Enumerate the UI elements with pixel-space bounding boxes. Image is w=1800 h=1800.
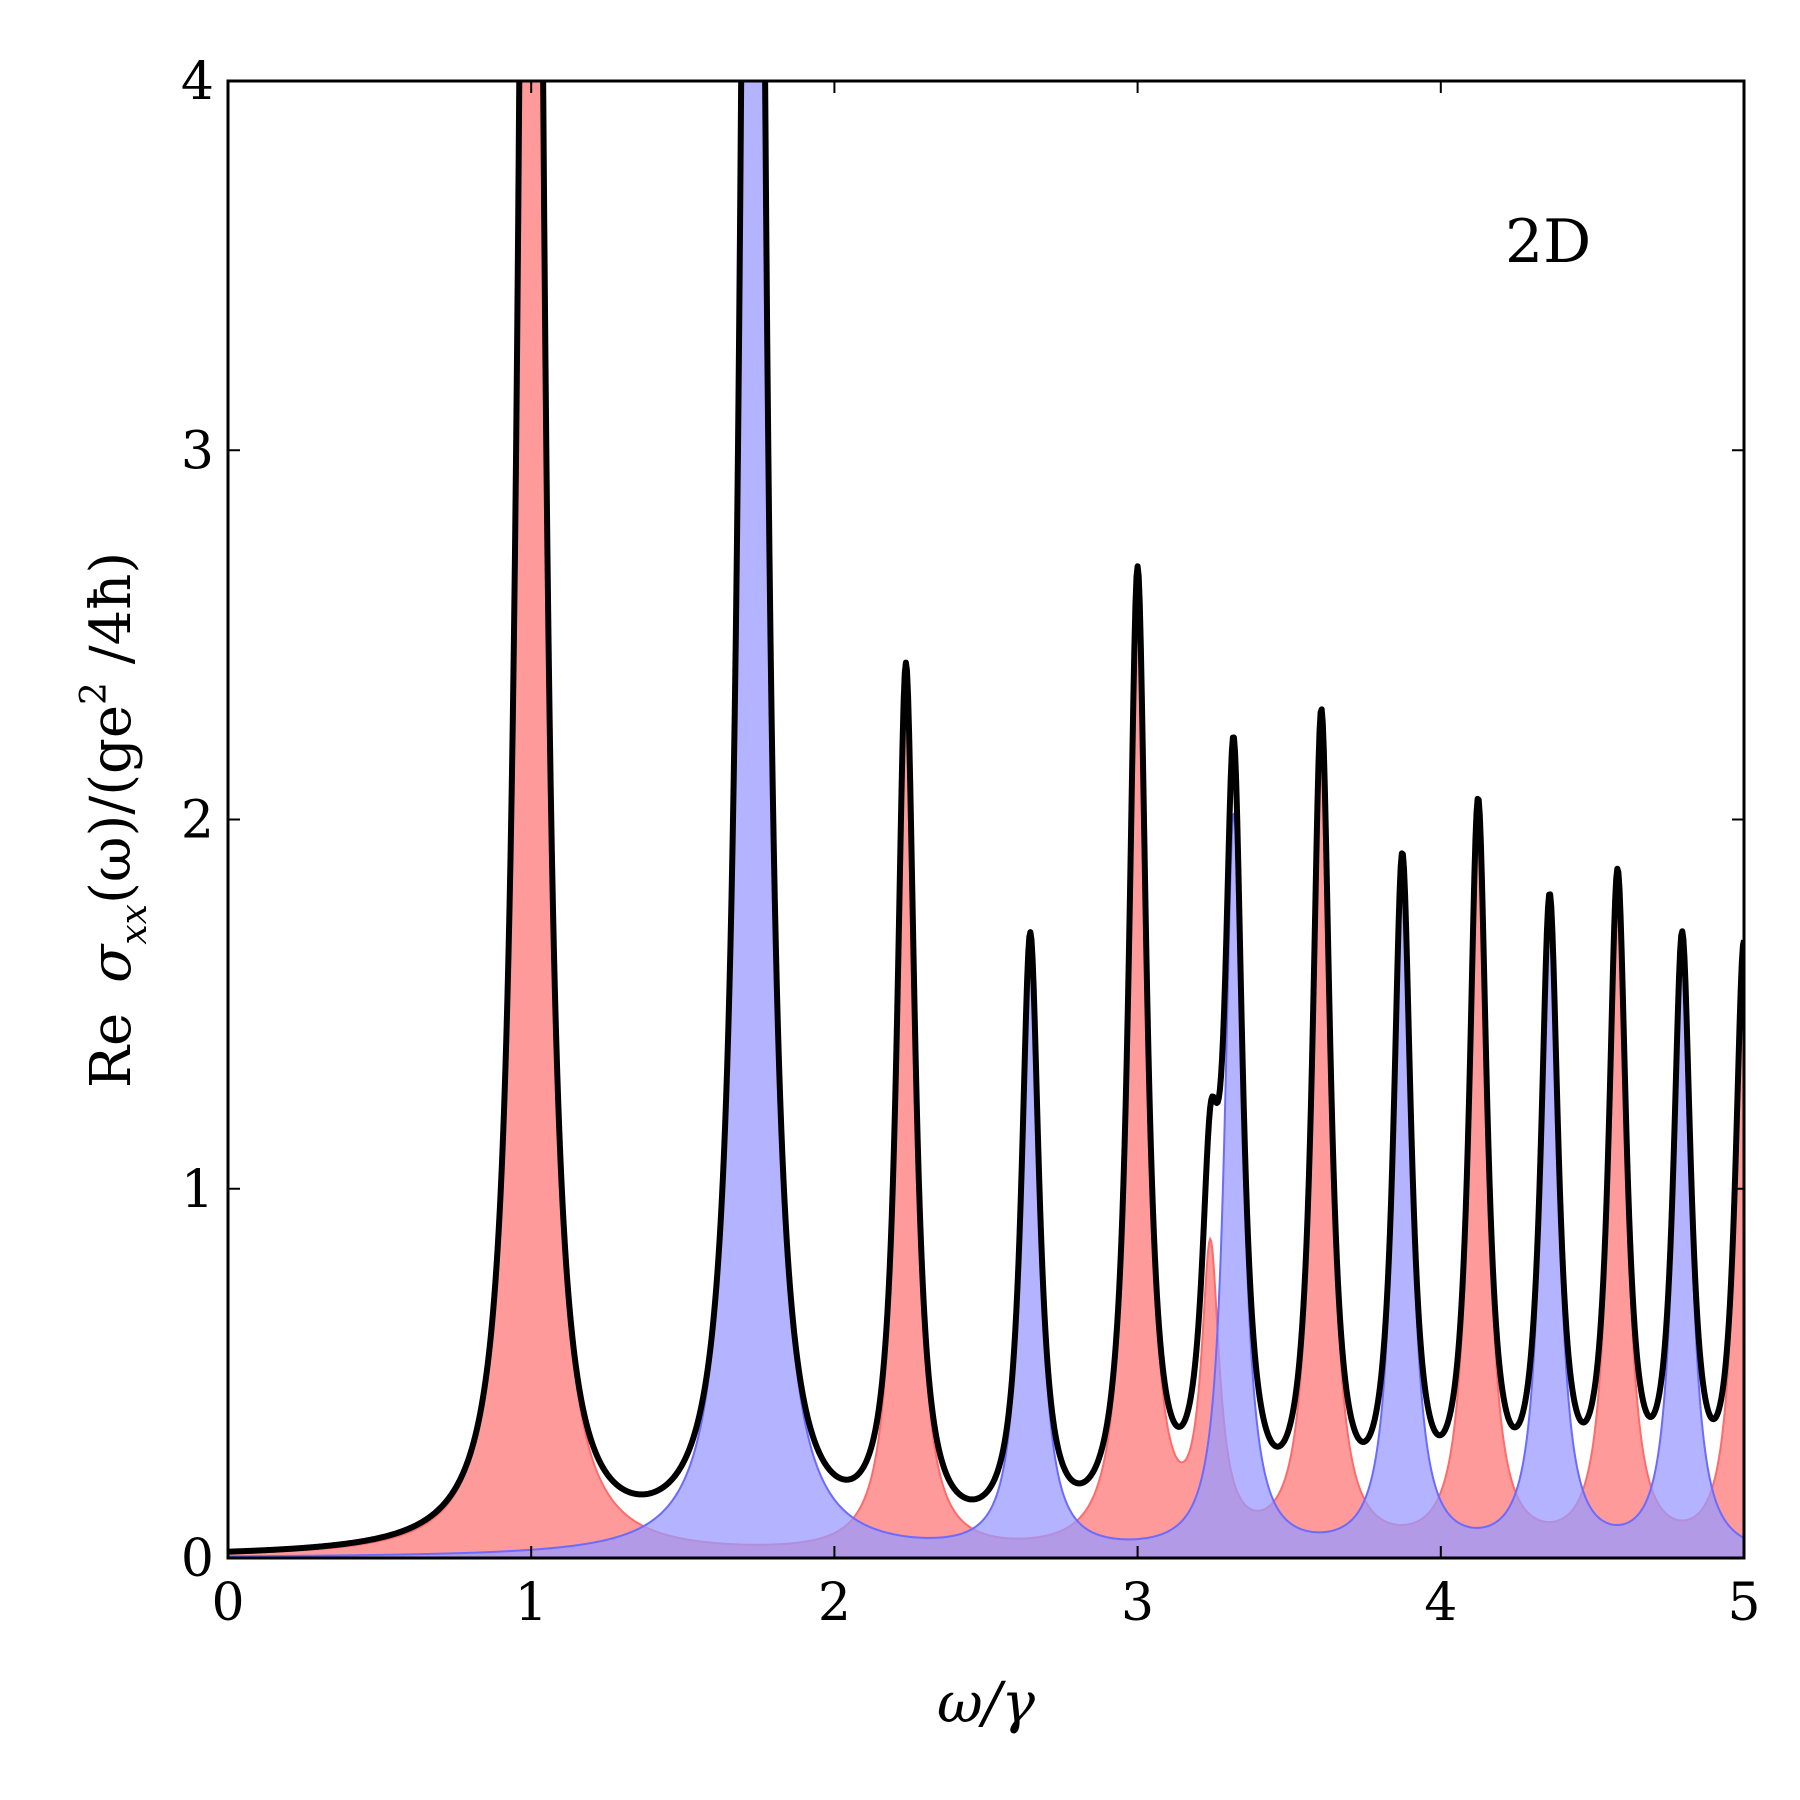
blue-series-group xyxy=(228,81,1744,1558)
y-tick-label: 3 xyxy=(181,421,214,481)
x-tick-label: 2 xyxy=(818,1573,851,1633)
axis-ticks: 0 1 2 3 4 5 0 1 2 3 4 xyxy=(181,52,1761,1633)
x-axis-title: ω/γ xyxy=(937,1671,1036,1736)
y-title-sigma: σ xyxy=(79,943,144,983)
y-title-sub: xx xyxy=(114,904,155,945)
y-tick-label: 0 xyxy=(181,1529,214,1589)
y-title-tail: /4ħ) xyxy=(79,552,144,682)
annotation-2d: 2D xyxy=(1505,207,1591,277)
y-tick-label: 1 xyxy=(181,1160,214,1220)
x-tick-label: 4 xyxy=(1424,1573,1457,1633)
x-tick-label: 1 xyxy=(515,1573,548,1633)
svg-text:Reσxx(ω)/(ge2 /4ħ): Re σxx(ω)/(ge2 /4ħ) xyxy=(74,552,155,1088)
y-title-sup: 2 xyxy=(74,682,115,705)
y-tick-label: 4 xyxy=(181,52,214,112)
y-axis-title: Re σxx(ω)/(ge2 /4ħ) xyxy=(74,552,155,1088)
x-tick-label: 3 xyxy=(1121,1573,1154,1633)
y-tick-label: 2 xyxy=(181,791,214,851)
y-title-re: Re xyxy=(79,1013,144,1088)
y-title-rest: (ω)/(ge xyxy=(79,705,144,904)
total-curve xyxy=(228,81,1744,1555)
blue-series-area xyxy=(228,81,1744,1558)
x-tick-label: 5 xyxy=(1727,1573,1760,1633)
plot-area xyxy=(228,81,1744,1558)
x-tick-label: 0 xyxy=(211,1573,244,1633)
